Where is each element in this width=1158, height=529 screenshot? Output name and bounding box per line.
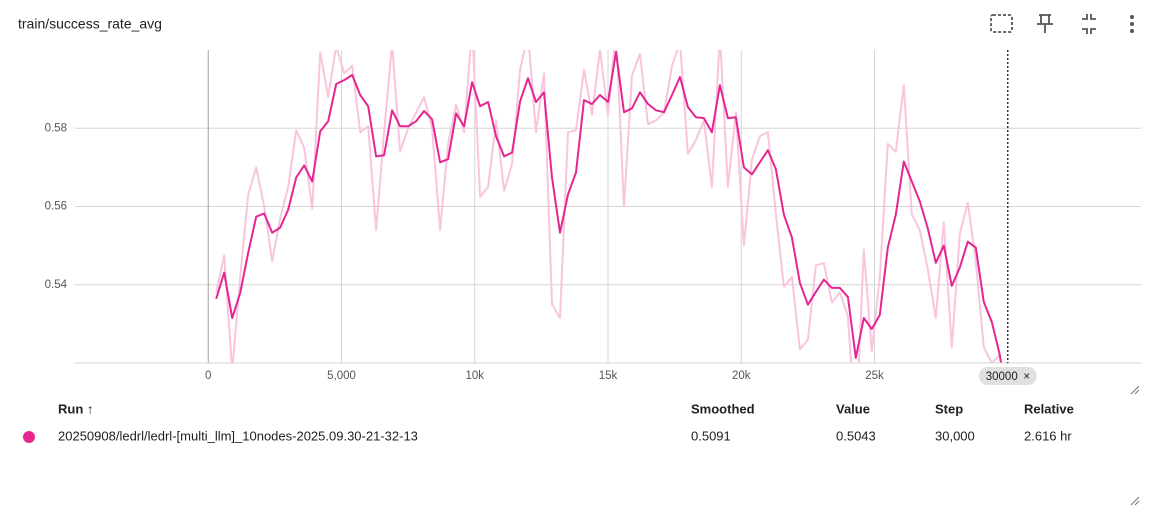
column-header: Run ↑ xyxy=(58,401,93,416)
resize-handle[interactable] xyxy=(1130,496,1140,506)
table-cell: 20250908/ledrl/ledrl-[multi_llm]_10nodes… xyxy=(58,428,418,443)
x-tick-label: 10k xyxy=(465,370,484,382)
hover-close[interactable]: × xyxy=(1023,371,1030,383)
card-title: train/success_rate_avg xyxy=(18,16,162,32)
y-tick-label: 0.54 xyxy=(45,279,68,291)
menu-button[interactable] xyxy=(1130,15,1134,33)
column-header: Smoothed xyxy=(691,401,755,416)
table-cell: 0.5043 xyxy=(836,428,876,443)
x-tick-label: 5,000 xyxy=(327,370,356,382)
toolbar[interactable] xyxy=(990,14,1134,34)
x-tick-label: 20k xyxy=(732,370,751,382)
resize-handle[interactable] xyxy=(1130,385,1140,395)
y-tick-label: 0.56 xyxy=(45,201,67,213)
table-cell: 30,000 xyxy=(935,428,975,443)
column-header: Value xyxy=(836,401,870,416)
x-tick-label: 0 xyxy=(205,370,211,382)
x-tick-label: 15k xyxy=(599,370,618,382)
series-line xyxy=(215,51,1003,363)
table-cell: 2.616 hr xyxy=(1024,428,1072,443)
hover-step-label: 30000 xyxy=(986,371,1018,383)
x-tick-label: 25k xyxy=(865,370,884,382)
table-cell: 0.5091 xyxy=(691,428,731,443)
pin-button[interactable] xyxy=(1037,14,1053,33)
axes: 0.54 0.56 0.58 0 5,000 10k 15k 20k 25k 30000 × xyxy=(45,50,1141,385)
runs-table: Run ↑ Smoothed Value Step Relative 20250908/l… xyxy=(58,401,1074,443)
collapse-button[interactable] xyxy=(1082,14,1096,34)
column-header: Step xyxy=(935,401,963,416)
fit-domain-button[interactable] xyxy=(990,14,1013,33)
y-tick-label: 0.58 xyxy=(45,122,67,134)
hover-chip xyxy=(978,367,1037,385)
plot-lines xyxy=(215,50,1003,363)
run-color-swatch[interactable] xyxy=(23,431,35,443)
column-header: Relative xyxy=(1024,401,1074,416)
